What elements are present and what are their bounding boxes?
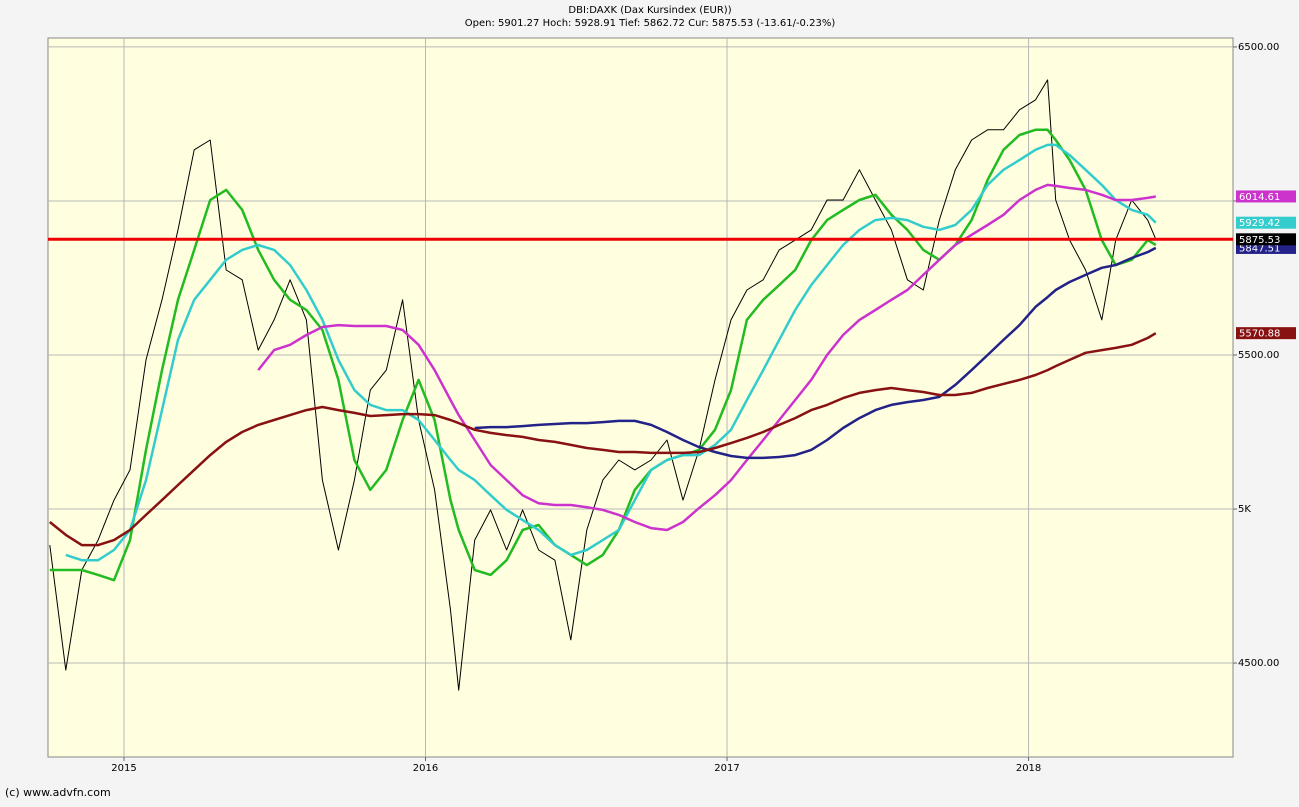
last-value-box <box>1236 190 1296 203</box>
series-line <box>49 128 1157 582</box>
series-line <box>474 246 1157 460</box>
last-value-label: 6014.61 <box>1239 192 1280 203</box>
series-line <box>257 183 1157 532</box>
last-value-box <box>1236 327 1296 340</box>
y-tick-label: 5K <box>1238 504 1251 515</box>
plot-area <box>47 37 1234 758</box>
x-tick-label: 2017 <box>714 763 739 774</box>
last-value-label: 5570.88 <box>1239 329 1280 340</box>
last-value-label: 5847.51 <box>1239 243 1280 254</box>
series-line <box>49 79 1157 691</box>
series-line <box>65 143 1157 562</box>
series-line <box>49 332 1157 547</box>
last-value-label: 5929.42 <box>1239 218 1280 229</box>
x-tick-label: 2015 <box>111 763 136 774</box>
y-tick-label: 6500.00 <box>1238 42 1279 53</box>
footer: (c) www.advfn.com <box>5 786 111 799</box>
last-value-box <box>1236 233 1296 246</box>
chart-subtitle: Open: 5901.27 Hoch: 5928.91 Tief: 5862.7… <box>465 18 836 29</box>
y-tick-label: 5500.00 <box>1238 350 1279 361</box>
last-value-box <box>1236 216 1296 229</box>
last-value-label: 5875.53 <box>1239 235 1280 246</box>
chart-title: DBI:DAXK (Dax Kursindex (EUR)) <box>568 5 731 16</box>
x-tick-label: 2018 <box>1016 763 1041 774</box>
x-tick-label: 2016 <box>413 763 438 774</box>
y-tick-label: 4500.00 <box>1238 658 1279 669</box>
